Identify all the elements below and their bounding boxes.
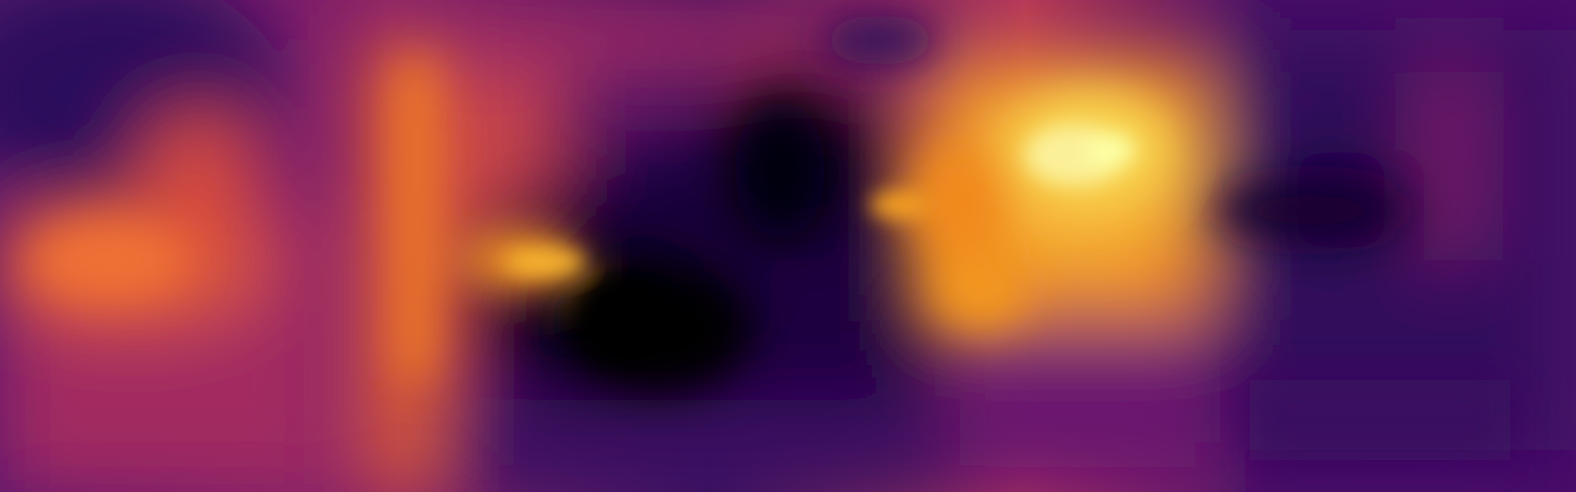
highlights: [505, 125, 1135, 365]
